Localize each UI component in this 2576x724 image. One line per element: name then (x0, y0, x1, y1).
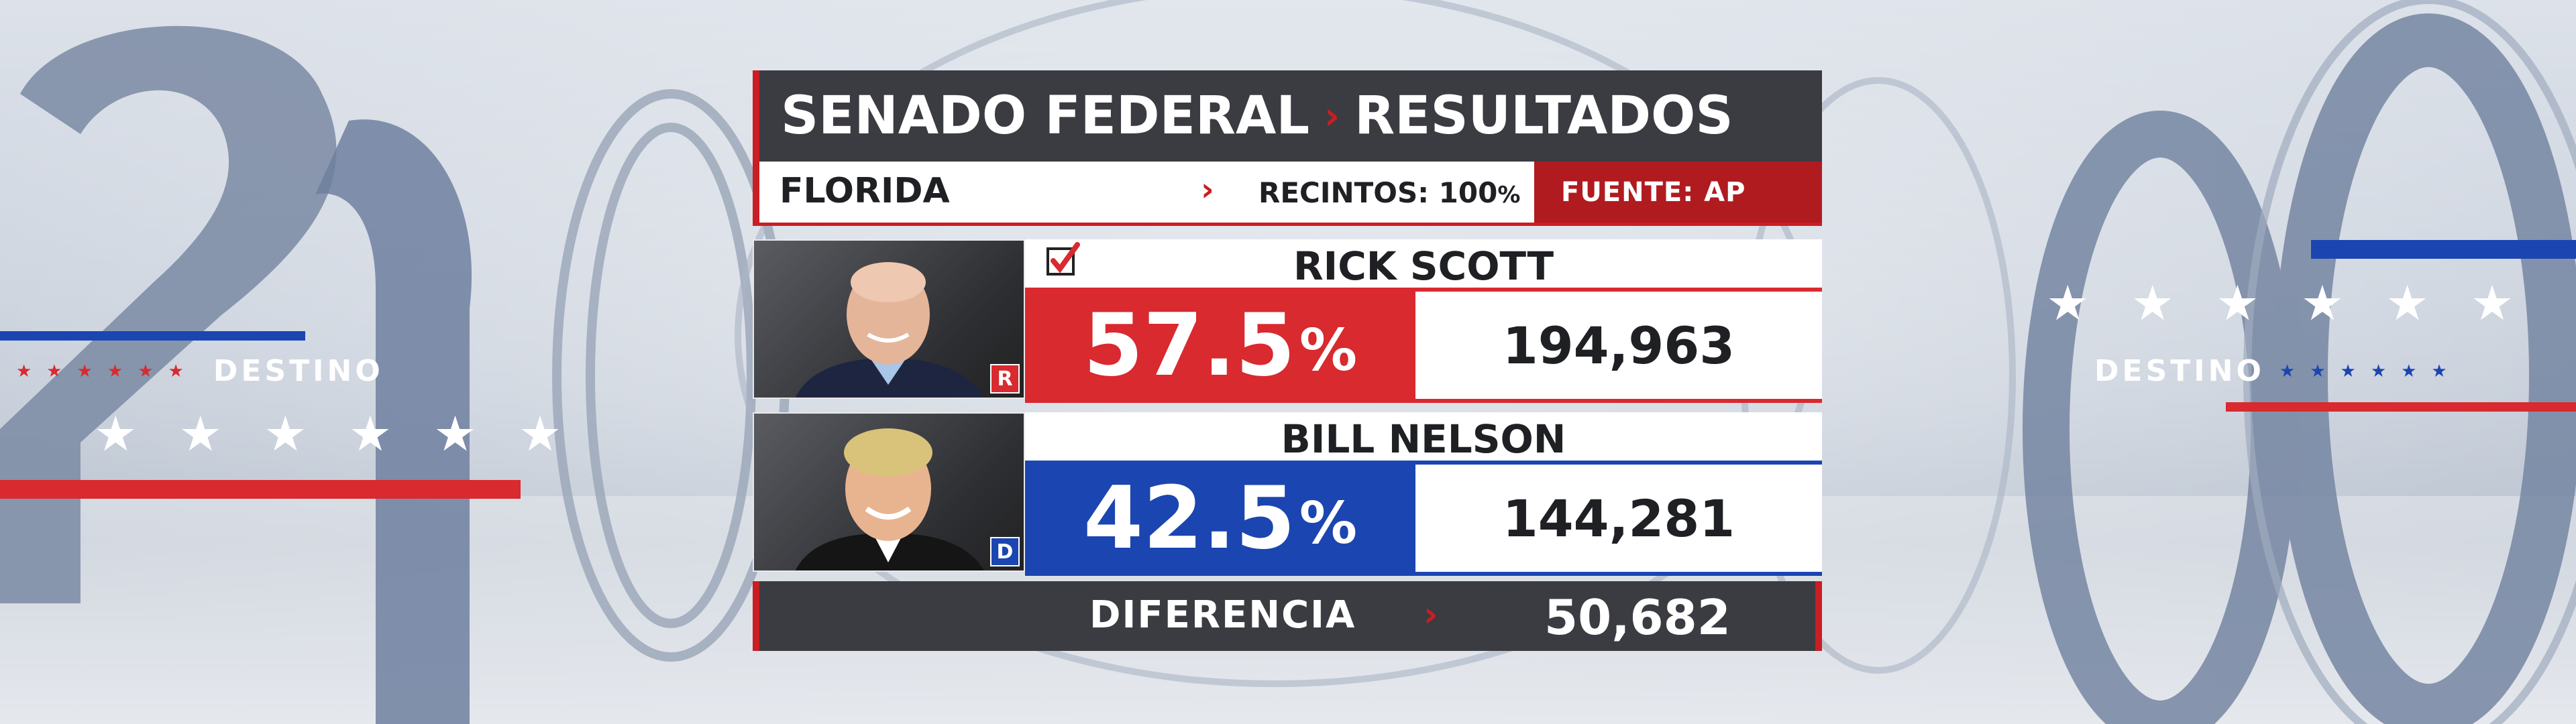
right-destino-text: DESTINO (2094, 354, 2265, 388)
percent-box: 42.5 % (1025, 465, 1415, 572)
candidate-row-nelson: D BILL NELSON 42.5 % 144,281 (753, 412, 1822, 576)
percent-unit: % (1299, 490, 1357, 557)
left-red-bar (0, 480, 521, 499)
candidate-name: RICK SCOTT (1293, 243, 1554, 289)
difference-bar: DIFERENCIA › 50,682 (753, 581, 1822, 651)
source-badge: FUENTE: AP (1534, 162, 1822, 223)
percent-value: 42.5 (1083, 468, 1295, 568)
vote-count: 194,963 (1502, 315, 1735, 375)
right-red-bar (2226, 402, 2576, 412)
under-line (1025, 572, 1822, 576)
candidate-row-scott: R RICK SCOTT 57.5 % 194,963 (753, 239, 1822, 403)
left-destino-label: ★★★★★★ DESTINO (16, 354, 384, 388)
subheader-chevron-icon: › (1201, 171, 1214, 208)
candidate-name: BILL NELSON (1281, 416, 1566, 462)
left-destino-text: DESTINO (213, 354, 384, 388)
left-blue-bar (0, 331, 305, 341)
right-big-stars: ★★★★★★ (2046, 275, 2556, 331)
portrait-icon (795, 262, 984, 398)
party-badge-d: D (990, 537, 1020, 566)
percent-unit: % (1299, 317, 1357, 384)
header-title-right: RESULTADOS (1354, 86, 1733, 146)
candidate-photo-nelson: D (753, 412, 1025, 572)
winner-check-icon (1046, 242, 1080, 276)
header-title-left: SENADO FEDERAL (781, 86, 1310, 146)
precincts-value: 100 (1438, 176, 1498, 209)
left-big-stars: ★★★★★★ (94, 406, 604, 462)
candidate-name-row: BILL NELSON (1025, 412, 1822, 462)
header-chevron-icon: › (1324, 94, 1340, 138)
accent-line (1025, 288, 1822, 292)
results-subheader: FLORIDA › RECINTOS: 100% FUENTE: AP (753, 162, 1822, 226)
vote-count: 144,281 (1502, 488, 1735, 548)
candidate-photo-scott: R (753, 239, 1025, 399)
difference-value: 50,682 (1544, 589, 1731, 646)
precincts-unit: % (1497, 182, 1521, 208)
percent-value: 57.5 (1083, 295, 1295, 396)
precincts-reporting: RECINTOS: 100% (1258, 176, 1520, 209)
left-mini-stars: ★★★★★★ (16, 361, 199, 381)
state-name: FLORIDA (780, 171, 950, 211)
under-line (1025, 399, 1822, 403)
right-blue-bar (2311, 240, 2576, 259)
portrait-icon (795, 428, 984, 570)
results-header: SENADO FEDERAL › RESULTADOS (753, 70, 1822, 162)
candidate-name-row: RICK SCOTT (1025, 239, 1822, 289)
candidate-vote-row: 57.5 % 194,963 (1025, 288, 1822, 399)
accent-line (1025, 461, 1822, 465)
difference-chevron-icon: › (1424, 595, 1438, 635)
difference-label: DIFERENCIA (1089, 593, 1356, 637)
candidate-vote-row: 42.5 % 144,281 (1025, 461, 1822, 572)
right-destino-label: DESTINO ★★★★★★ (2094, 354, 2462, 388)
party-badge-r: R (990, 364, 1020, 394)
right-mini-stars: ★★★★★★ (2279, 361, 2462, 381)
percent-box: 57.5 % (1025, 292, 1415, 399)
precincts-label: RECINTOS: (1258, 176, 1430, 209)
